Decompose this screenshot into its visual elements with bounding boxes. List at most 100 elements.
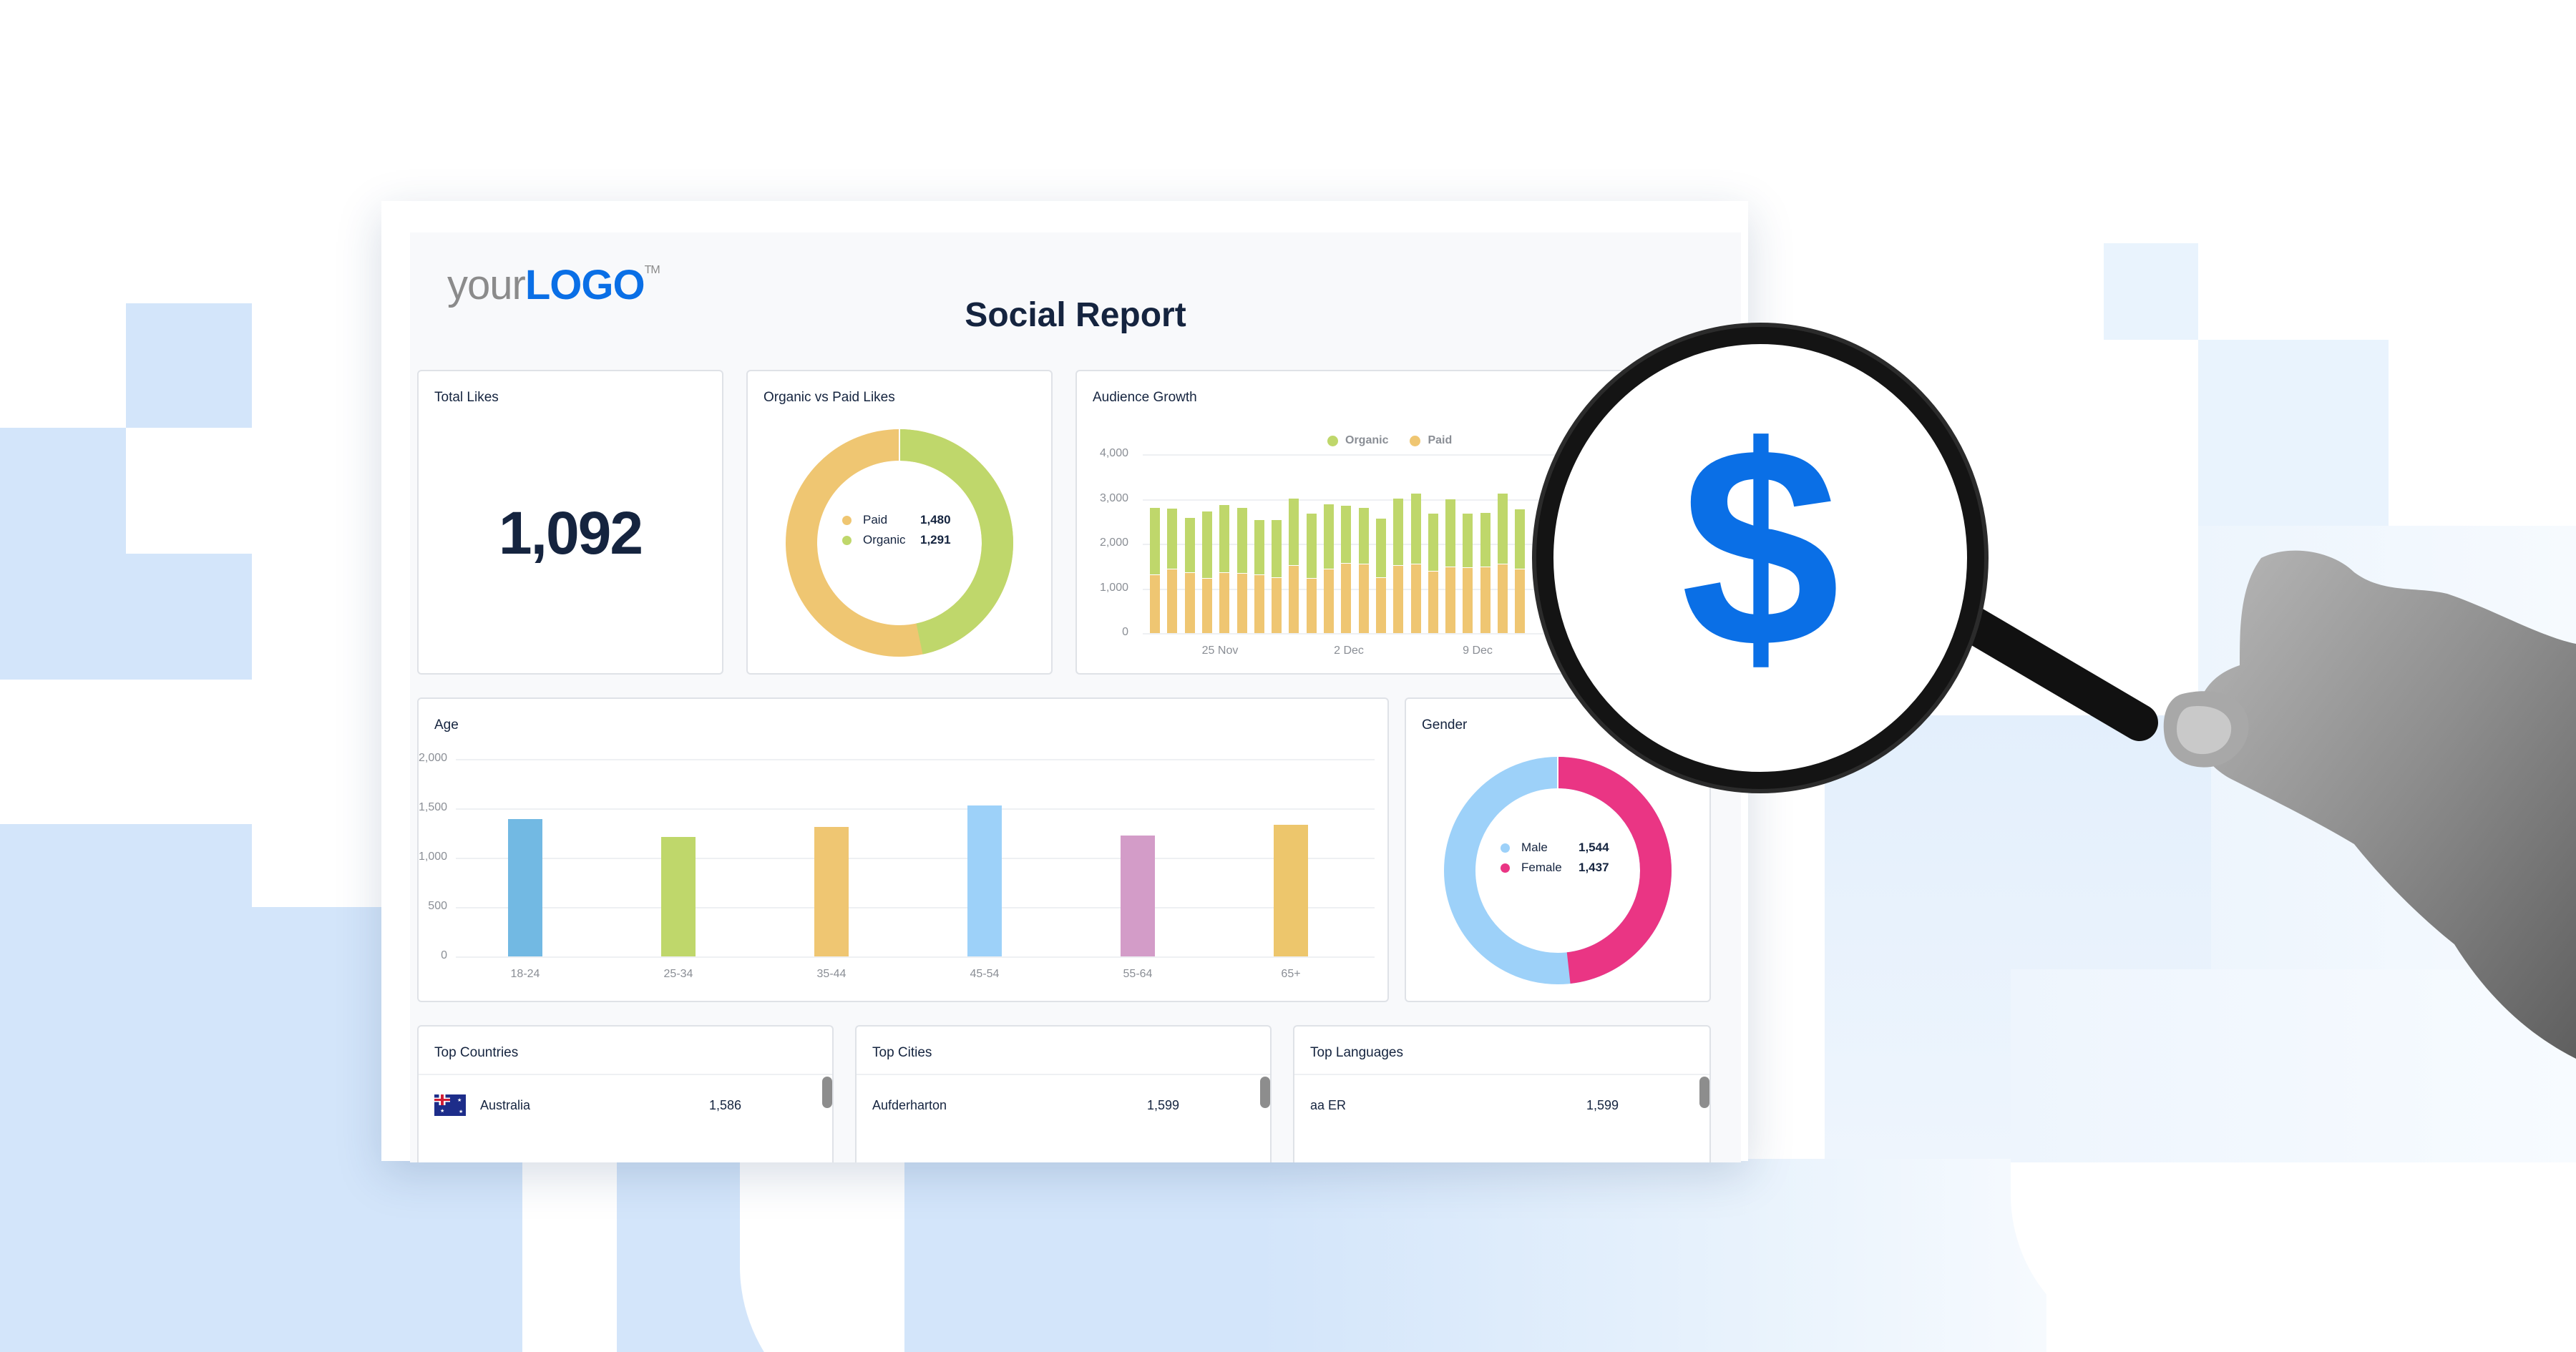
- legend-item-organic: Organic 1,291: [842, 530, 951, 550]
- bg-gap: [522, 1159, 617, 1352]
- gridline: [1143, 633, 1715, 635]
- gridline: [456, 759, 1375, 760]
- paid-bar: [1393, 566, 1404, 633]
- legend-item-male: Male 1,544: [1501, 838, 1609, 858]
- y-axis-tick: 1,000: [419, 851, 448, 863]
- paid-bar: [1375, 577, 1386, 633]
- age-bar: [1274, 825, 1308, 956]
- paid-bar: [1167, 569, 1178, 633]
- paid-dot-icon: [842, 515, 852, 525]
- x-axis-tick: 55-64: [1123, 968, 1153, 980]
- age-bar: [661, 837, 696, 956]
- hand-illustration: [2163, 550, 2576, 1059]
- organic-bar: [1167, 508, 1178, 569]
- organic-bar: [1306, 514, 1317, 578]
- gridline: [1143, 499, 1715, 501]
- page-title: Social Report: [965, 296, 1186, 334]
- organic-bar: [1201, 511, 1212, 578]
- gridline: [456, 907, 1375, 908]
- age-bar: [967, 805, 1002, 956]
- gridline: [1143, 454, 1715, 456]
- country-value: 1,586: [709, 1097, 742, 1112]
- organic-bar: [1393, 499, 1404, 566]
- organic-bar: [1463, 514, 1473, 568]
- y-axis-tick: 2,000: [1099, 537, 1128, 549]
- organic-bar: [1184, 518, 1195, 572]
- city-value: 1,599: [1147, 1097, 1180, 1112]
- card-title: Gender: [1422, 717, 1468, 733]
- organic-bar: [1236, 507, 1247, 573]
- organic-bar: [1515, 509, 1526, 569]
- bg-fade-tile: [1259, 1159, 2046, 1352]
- card-title: Total Likes: [434, 390, 499, 405]
- paid-bar: [1150, 575, 1160, 633]
- gridline: [456, 858, 1375, 859]
- bg-tile: [2198, 340, 2389, 526]
- card-title: Top Cities: [872, 1045, 932, 1060]
- paid-bar: [1272, 577, 1282, 633]
- bg-tile: [0, 554, 252, 680]
- organic-bar: [1498, 494, 1508, 564]
- logo-brand: LOGO: [525, 262, 645, 308]
- x-axis-tick: 35-44: [816, 968, 847, 980]
- card-title: Organic vs Paid Likes: [763, 390, 895, 405]
- paid-bar: [1306, 578, 1317, 633]
- age-bar: [814, 827, 849, 956]
- y-axis-tick: 500: [428, 900, 447, 912]
- age-bar: [508, 819, 542, 956]
- organic-bar: [1445, 499, 1456, 567]
- language-name: aa ER: [1310, 1097, 1347, 1112]
- logo-prefix: your: [447, 262, 526, 308]
- paid-bar: [1324, 569, 1334, 633]
- organic-bar: [1272, 519, 1282, 577]
- table-row[interactable]: ★ ★ ★ Australia 1,586: [434, 1091, 816, 1120]
- x-axis-tick: 9 Dec: [1463, 645, 1493, 657]
- legend-item-organic: Organic: [1327, 434, 1388, 447]
- scrollbar-thumb[interactable]: [822, 1077, 832, 1108]
- paid-bar: [1410, 564, 1421, 633]
- organic-bar: [1341, 505, 1352, 564]
- paid-bar: [1515, 569, 1526, 633]
- card-title: Top Countries: [434, 1045, 519, 1060]
- age-bar-chart: 2,000 1,500 1,000 500 0 18-24 25-34 35-44 45-54 5…: [419, 699, 1390, 1004]
- paid-bar: [1341, 564, 1352, 633]
- legend-item-paid: Paid 1,480: [842, 510, 951, 530]
- x-axis-tick: 25-34: [663, 968, 693, 980]
- female-dot-icon: [1501, 863, 1510, 873]
- scrollbar-thumb[interactable]: [1699, 1077, 1709, 1108]
- language-value: 1,599: [1586, 1097, 1619, 1112]
- top-languages-card: Top Languages aa ER 1,599: [1293, 1025, 1711, 1162]
- x-axis-tick: 25 Nov: [1201, 645, 1239, 657]
- bg-tile: [0, 428, 126, 554]
- y-axis-tick: 1,500: [419, 801, 448, 813]
- paid-bar: [1463, 568, 1473, 633]
- report-sheet: yourLOGOTM Social Report Total Likes 1,0…: [381, 201, 1748, 1162]
- y-axis-tick: 4,000: [1099, 447, 1128, 459]
- scrollbar-thumb[interactable]: [1260, 1077, 1270, 1108]
- audience-growth-plot: 4,000 3,000 2,000 1,000 0 25 Nov 2 Dec 9 Dec: [1077, 371, 1735, 676]
- organic-bar: [1289, 498, 1299, 565]
- x-axis-tick: 45-54: [970, 968, 1000, 980]
- paid-bar: [1254, 575, 1264, 633]
- x-axis-tick: 18-24: [510, 968, 540, 980]
- bg-tile: [0, 1159, 522, 1352]
- paid-bar: [1201, 578, 1212, 633]
- y-axis-tick: 3,000: [1099, 491, 1128, 504]
- top-cities-card: Top Cities Aufderharton 1,599: [855, 1025, 1272, 1162]
- organic-bar: [1428, 514, 1438, 571]
- table-row[interactable]: aa ER 1,599: [1310, 1091, 1694, 1120]
- paid-bar: [1445, 567, 1456, 633]
- paid-bar: [1428, 571, 1438, 633]
- y-axis-tick: 0: [441, 949, 447, 961]
- table-row[interactable]: Aufderharton 1,599: [872, 1091, 1254, 1120]
- organic-bar: [1375, 518, 1386, 577]
- bg-curve: [740, 1159, 904, 1352]
- magnifying-glass: [1532, 323, 2158, 793]
- paid-bar: [1236, 573, 1247, 633]
- table-divider: [1294, 1074, 1709, 1075]
- organic-dot-icon: [1327, 435, 1338, 446]
- country-name: Australia: [480, 1097, 531, 1112]
- organic-paid-legend: Paid 1,480 Organic 1,291: [842, 510, 951, 550]
- table-divider: [419, 1074, 832, 1075]
